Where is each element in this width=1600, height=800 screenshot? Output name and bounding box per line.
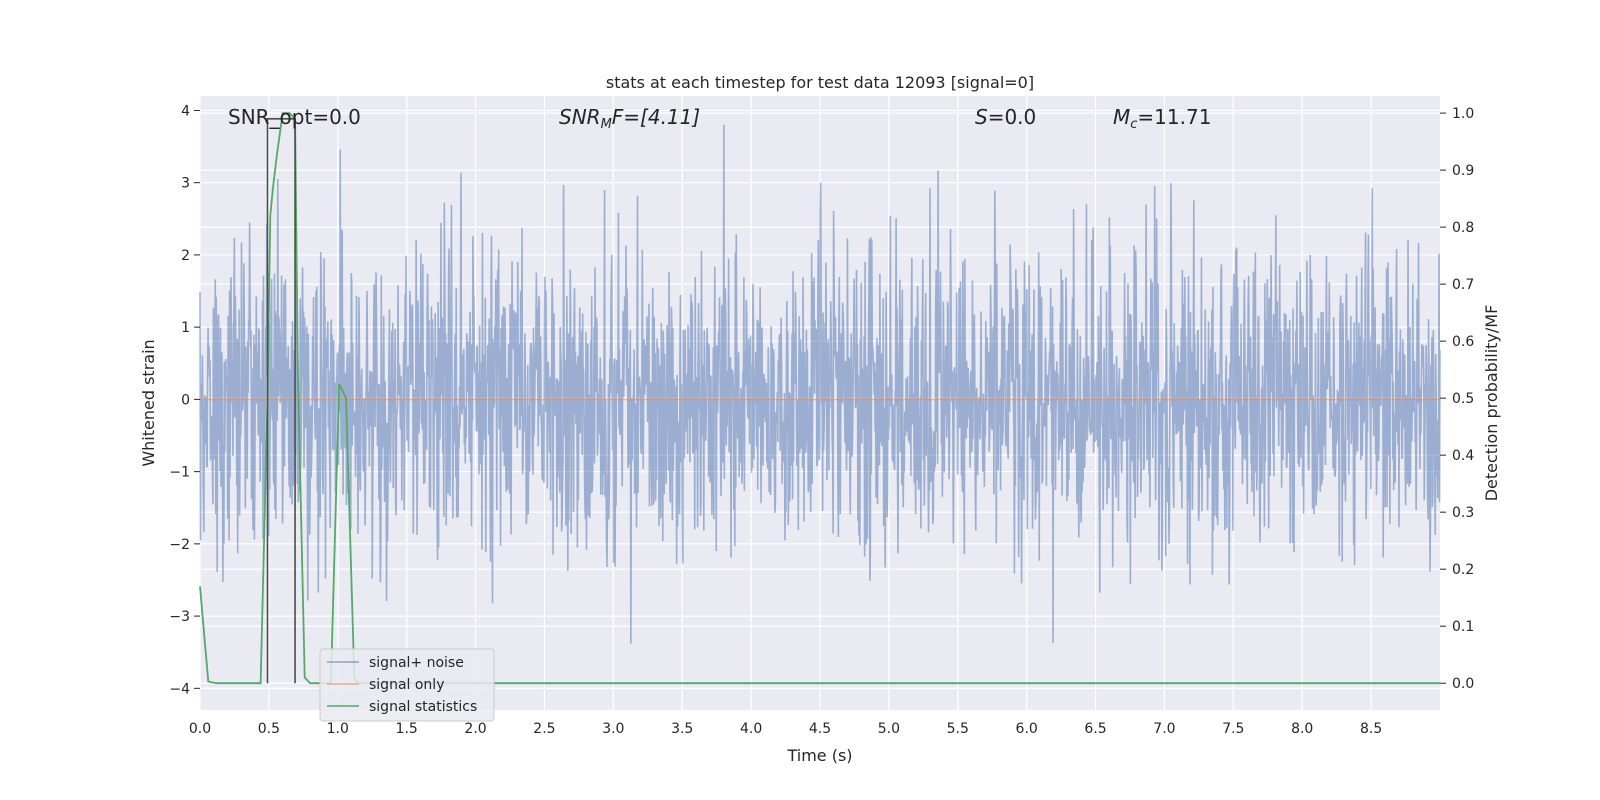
annotation-mc-label: M bbox=[1113, 105, 1130, 129]
y-right-tick-label: 0.7 bbox=[1452, 277, 1474, 293]
x-tick-label: 8.0 bbox=[1291, 721, 1313, 737]
legend-label-signal-statistics: signal statistics bbox=[369, 699, 477, 715]
x-tick-label: 5.5 bbox=[947, 721, 969, 737]
x-tick-label: 1.0 bbox=[327, 721, 349, 737]
y-left-tick-label: 0 bbox=[181, 392, 190, 408]
annotation-snr-opt: SNR_opt=0.0 bbox=[228, 105, 361, 129]
annotation-mc-sub: c bbox=[1130, 117, 1137, 132]
x-tick-label: 3.0 bbox=[602, 721, 624, 737]
x-tick-label: 3.5 bbox=[671, 721, 693, 737]
x-tick-label: 4.0 bbox=[740, 721, 762, 737]
y-right-tick-label: 0.9 bbox=[1452, 163, 1474, 179]
series-signal-noise bbox=[199, 124, 1441, 644]
y-left-tick-label: −2 bbox=[169, 537, 190, 553]
annotation-s: S=0.0 bbox=[975, 105, 1036, 129]
detection-window-line bbox=[266, 118, 296, 684]
x-tick-label: 0.0 bbox=[189, 721, 211, 737]
y-right-tick-label: 0.1 bbox=[1452, 619, 1474, 635]
y-right-tick-label: 1.0 bbox=[1452, 106, 1474, 122]
y-right-tick-label: 0.8 bbox=[1452, 220, 1474, 236]
legend-label-signal-noise: signal+ noise bbox=[369, 655, 464, 671]
x-tick-label: 7.5 bbox=[1222, 721, 1244, 737]
y-right-tick-label: 0.3 bbox=[1452, 505, 1474, 521]
annotation-s-label: S bbox=[975, 105, 988, 129]
annotation-snr-mf-label: SNR bbox=[559, 105, 601, 129]
annotation-snr-mf-sub: M bbox=[601, 117, 612, 132]
x-tick-label: 8.5 bbox=[1360, 721, 1382, 737]
y-right-tick-label: 0.0 bbox=[1452, 676, 1474, 692]
y-right-tick-label: 0.2 bbox=[1452, 562, 1474, 578]
x-tick-label: 6.5 bbox=[1084, 721, 1106, 737]
annotation-s-rest: =0.0 bbox=[988, 105, 1037, 129]
x-tick-label: 0.5 bbox=[258, 721, 280, 737]
x-tick-labels: 0.0 0.5 1.0 1.5 2.0 2.5 3.0 3.5 4.0 4.5 5.0 5.5 6.0 6… bbox=[189, 721, 1382, 737]
x-tick-label: 2.0 bbox=[464, 721, 486, 737]
y-left-tick-label: −4 bbox=[169, 681, 190, 697]
y-left-tick-label: 1 bbox=[181, 320, 190, 336]
y-left-tick-label: 2 bbox=[181, 248, 190, 264]
x-tick-label: 5.0 bbox=[878, 721, 900, 737]
x-tick-label: 7.0 bbox=[1153, 721, 1175, 737]
x-tick-label: 1.5 bbox=[396, 721, 418, 737]
legend-label-signal-only: signal only bbox=[369, 677, 444, 693]
y-right-axis-label: Detection probability/MF bbox=[1482, 305, 1501, 502]
y-right-tick-label: 0.5 bbox=[1452, 391, 1474, 407]
y-left-tick-label: 4 bbox=[181, 103, 190, 119]
annotation-snr-mf-rest: F=[4.11] bbox=[612, 105, 700, 129]
y-right-tick-label: 0.4 bbox=[1452, 448, 1474, 464]
x-tick-label: 6.0 bbox=[1016, 721, 1038, 737]
y-left-tick-label: −1 bbox=[169, 465, 190, 481]
y-right-tick-label: 0.6 bbox=[1452, 334, 1474, 350]
legend: signal+ noise signal only signal statist… bbox=[319, 648, 495, 722]
y-left-axis-label: Whitened strain bbox=[139, 339, 158, 466]
x-tick-label: 2.5 bbox=[533, 721, 555, 737]
y-left-tick-label: 3 bbox=[181, 176, 190, 192]
chart-title: stats at each timestep for test data 120… bbox=[606, 73, 1034, 92]
y-right-tick-labels: 1.0 0.9 0.8 0.7 0.6 0.5 0.4 0.3 0.2 0.1 0.0 bbox=[1440, 106, 1474, 692]
noise-line bbox=[199, 124, 1441, 644]
y-left-tick-labels: 4 3 2 1 0 −1 −2 −3 −4 bbox=[169, 103, 200, 697]
legend-box bbox=[319, 648, 495, 722]
annotation-snr-mf: SNRMF=[4.11] bbox=[559, 105, 700, 132]
annotation-mc-rest: =11.71 bbox=[1137, 105, 1211, 129]
x-axis-label: Time (s) bbox=[786, 746, 852, 765]
annotation-mc: Mc=11.71 bbox=[1113, 105, 1211, 132]
x-tick-label: 4.5 bbox=[809, 721, 831, 737]
y-left-tick-label: −3 bbox=[169, 609, 190, 625]
